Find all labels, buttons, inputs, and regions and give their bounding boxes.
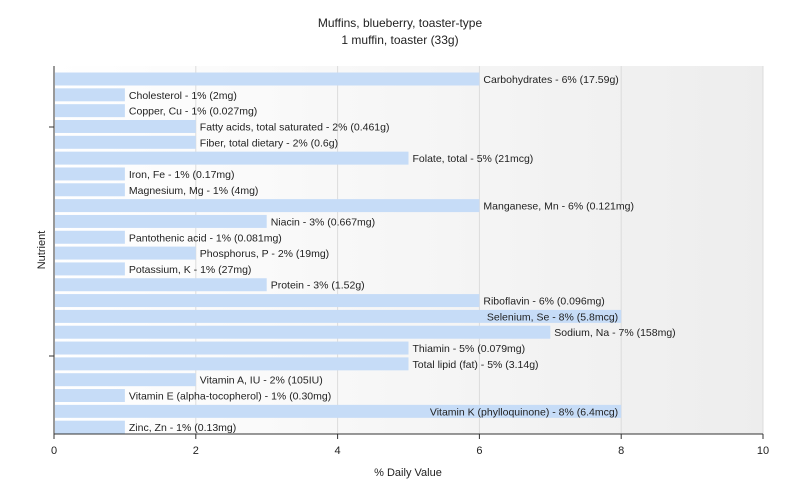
y-axis-title: Nutrient xyxy=(36,231,48,270)
data-label: Vitamin E (alpha-tocopherol) - 1% (0.30m… xyxy=(129,391,331,403)
bar xyxy=(55,246,196,260)
data-label: Thiamin - 5% (0.079mg) xyxy=(413,343,526,355)
bar xyxy=(55,404,622,418)
data-labels: Carbohydrates - 6% (17.59g) Cholesterol -… xyxy=(129,74,676,434)
bar xyxy=(55,72,480,86)
bar xyxy=(55,420,125,434)
data-label: Zinc, Zn - 1% (0.13mg) xyxy=(129,422,236,434)
bar xyxy=(55,167,125,181)
data-label: Vitamin A, IU - 2% (105IU) xyxy=(200,375,323,387)
data-label: Riboflavin - 6% (0.096mg) xyxy=(483,296,604,308)
data-label: Pantothenic acid - 1% (0.081mg) xyxy=(129,232,282,244)
bar xyxy=(55,199,480,213)
bar xyxy=(55,389,125,403)
bar xyxy=(55,262,125,276)
data-label: Niacin - 3% (0.667mg) xyxy=(271,216,375,228)
data-label: Total lipid (fat) - 5% (3.14g) xyxy=(413,359,539,371)
chart-title: Muffins, blueberry, toaster-type xyxy=(318,16,483,30)
data-label: Magnesium, Mg - 1% (4mg) xyxy=(129,185,259,197)
data-label: Vitamin K (phylloquinone) - 8% (6.4mcg) xyxy=(430,406,618,418)
data-label: Iron, Fe - 1% (0.17mg) xyxy=(129,169,235,181)
data-label: Selenium, Se - 8% (5.8mcg) xyxy=(487,311,618,323)
x-axis-ticks: 0 2 4 6 8 10 xyxy=(51,434,769,457)
x-tick-label: 6 xyxy=(476,445,482,457)
data-label: Sodium, Na - 7% (158mg) xyxy=(554,327,675,339)
x-tick-label: 10 xyxy=(757,445,769,457)
bar xyxy=(55,230,125,244)
data-label: Copper, Cu - 1% (0.027mg) xyxy=(129,106,257,118)
data-label: Folate, total - 5% (21mcg) xyxy=(413,153,534,165)
x-tick-label: 0 xyxy=(51,445,57,457)
bar xyxy=(55,325,551,339)
data-label: Potassium, K - 1% (27mg) xyxy=(129,264,252,276)
bar xyxy=(55,104,125,118)
data-label: Fiber, total dietary - 2% (0.6g) xyxy=(200,137,338,149)
bar xyxy=(55,151,409,165)
x-tick-label: 4 xyxy=(335,445,341,457)
data-label: Carbohydrates - 6% (17.59g) xyxy=(483,74,618,86)
data-label: Fatty acids, total saturated - 2% (0.461… xyxy=(200,121,390,133)
bar xyxy=(55,278,267,292)
bar xyxy=(55,294,480,308)
bar xyxy=(55,373,196,387)
bar xyxy=(55,341,409,355)
bar xyxy=(55,88,125,102)
data-label: Phosphorus, P - 2% (19mg) xyxy=(200,248,329,260)
bar xyxy=(55,309,622,323)
bar xyxy=(55,119,196,133)
chart-subtitle: 1 muffin, toaster (33g) xyxy=(341,33,458,47)
x-tick-label: 8 xyxy=(618,445,624,457)
x-tick-label: 2 xyxy=(193,445,199,457)
bar xyxy=(55,357,409,371)
data-label: Protein - 3% (1.52g) xyxy=(271,280,365,292)
data-label: Cholesterol - 1% (2mg) xyxy=(129,90,237,102)
bar xyxy=(55,135,196,149)
bar xyxy=(55,214,267,228)
x-axis-title: % Daily Value xyxy=(374,467,442,479)
data-label: Manganese, Mn - 6% (0.121mg) xyxy=(483,201,634,213)
bars xyxy=(55,72,622,434)
bar xyxy=(55,183,125,197)
